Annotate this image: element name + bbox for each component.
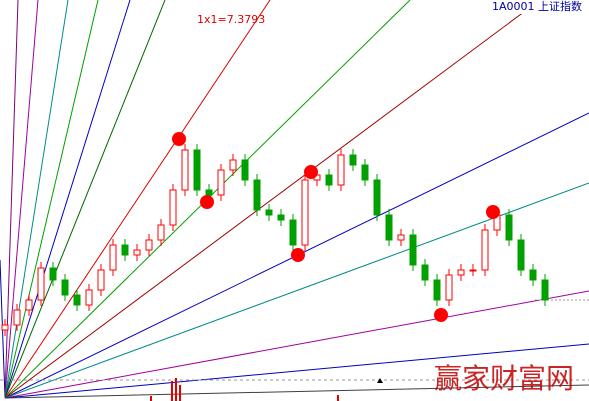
- annotation: 1x1=7.3793: [197, 13, 265, 26]
- candle-body: [121, 244, 129, 256]
- candle-body: [421, 264, 429, 281]
- marker: [377, 378, 383, 383]
- candle-body: [505, 214, 513, 241]
- candle-body: [157, 224, 165, 241]
- fan-line: [4, 0, 69, 399]
- volume: [150, 378, 339, 401]
- pivot: [200, 195, 214, 209]
- volume-bar: [179, 385, 181, 401]
- candle-body: [229, 159, 237, 171]
- candle-body: [409, 234, 417, 266]
- pivot: [291, 248, 305, 262]
- fan-line: [4, 384, 589, 399]
- candle-body: [13, 309, 21, 326]
- pivot-markers: [172, 132, 500, 322]
- candle-body: [529, 269, 537, 281]
- chart-title: 1A0001 上证指数: [492, 0, 582, 13]
- candle-body: [169, 189, 177, 226]
- pivot: [304, 165, 318, 179]
- candle-body: [205, 189, 213, 196]
- fan-line: [4, 0, 99, 399]
- candle-body: [97, 269, 105, 291]
- candle-body: [385, 214, 393, 241]
- candle-body: [277, 214, 285, 221]
- watermark: 赢家财富网: [434, 362, 574, 395]
- pivot: [486, 205, 500, 219]
- candle-body: [481, 229, 489, 271]
- candle-body: [73, 294, 81, 306]
- candle-body: [253, 179, 261, 211]
- fan-line: [4, 0, 131, 399]
- title-bg: [488, 0, 589, 14]
- volume-bar: [150, 396, 152, 401]
- candle-body: [265, 209, 273, 216]
- fan-line: [4, 0, 541, 399]
- pivot: [172, 132, 186, 146]
- candle-body: [61, 279, 69, 296]
- candle-body: [337, 154, 345, 186]
- fan-line: [4, 0, 19, 399]
- candle-body: [301, 179, 309, 246]
- candle-body: [397, 234, 405, 241]
- candle-body: [1, 324, 9, 331]
- volume-bar: [171, 381, 173, 401]
- candle-body: [289, 219, 297, 246]
- candle-body: [241, 159, 249, 181]
- candle-body: [325, 174, 333, 186]
- candle-body: [445, 274, 453, 301]
- candle-body: [349, 154, 357, 166]
- candle-body: [49, 267, 57, 281]
- candle-body: [25, 299, 33, 311]
- volume-bar: [337, 395, 339, 401]
- candle-body: [133, 249, 141, 256]
- candle-body: [85, 289, 93, 306]
- pivot: [434, 308, 448, 322]
- candle-body: [109, 244, 117, 271]
- candle-body: [457, 269, 465, 276]
- candle-body: [181, 149, 189, 191]
- fan-line: [4, 343, 589, 399]
- candle-body: [193, 149, 201, 191]
- fan-line: [4, 0, 271, 399]
- fan-line: [4, 0, 39, 399]
- candle-body: [517, 239, 525, 271]
- volume-bar: [175, 378, 177, 401]
- candle-body: [217, 169, 225, 196]
- candles: [1, 144, 549, 336]
- candle-body: [145, 239, 153, 251]
- fan-line: [4, 0, 166, 399]
- candle-body: [373, 179, 381, 216]
- candle-body: [433, 279, 441, 301]
- candle-body: [361, 164, 369, 181]
- candle-body: [37, 267, 45, 301]
- candle-body: [541, 279, 549, 301]
- candle-body: [469, 269, 477, 272]
